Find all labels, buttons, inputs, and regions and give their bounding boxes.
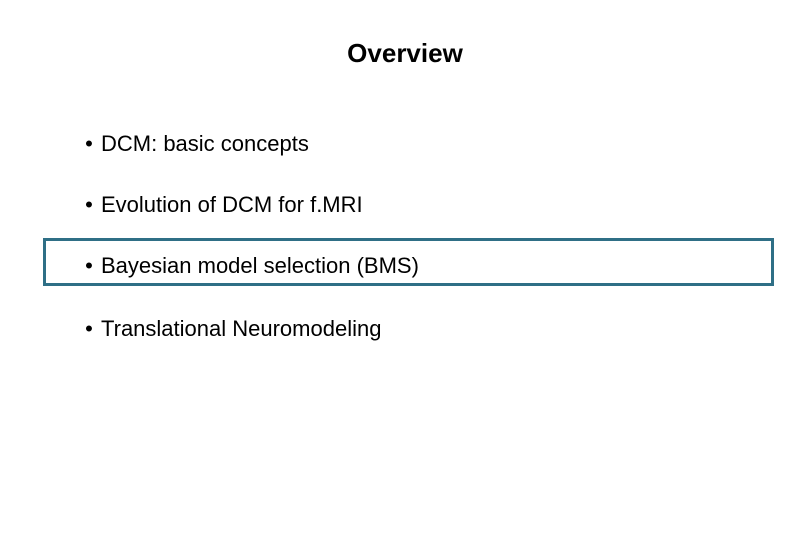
list-item: • Bayesian model selection (BMS) xyxy=(77,253,419,279)
bullet-icon: • xyxy=(77,131,101,157)
bullet-icon: • xyxy=(77,316,101,342)
list-item-label: Translational Neuromodeling xyxy=(101,316,381,342)
list-item-label: DCM: basic concepts xyxy=(101,131,309,157)
list-item: • Translational Neuromodeling xyxy=(77,316,381,342)
bullet-icon: • xyxy=(77,253,101,279)
list-item-label: Bayesian model selection (BMS) xyxy=(101,253,419,279)
list-item: • DCM: basic concepts xyxy=(77,131,309,157)
bullet-icon: • xyxy=(77,192,101,218)
list-item-label: Evolution of DCM for f.MRI xyxy=(101,192,363,218)
slide: Overview • DCM: basic concepts • Evoluti… xyxy=(0,0,810,540)
slide-title: Overview xyxy=(0,38,810,69)
list-item: • Evolution of DCM for f.MRI xyxy=(77,192,363,218)
